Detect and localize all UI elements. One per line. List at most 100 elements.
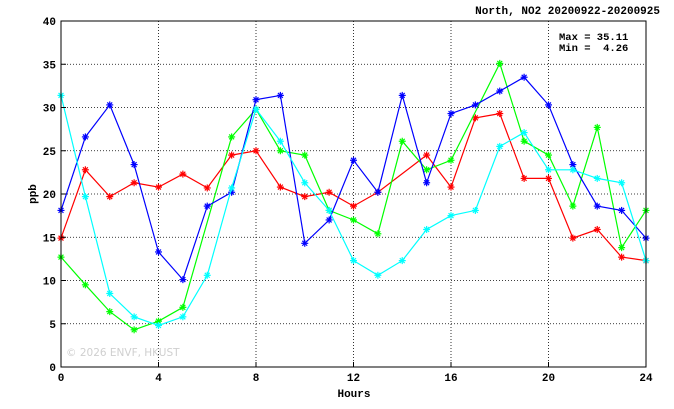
series-2-point [130, 161, 138, 169]
series-0-point [618, 253, 626, 261]
series-1-point [155, 317, 162, 325]
series-3-point [203, 271, 211, 279]
series-3-point [496, 142, 504, 150]
y-tick-label: 20 [43, 190, 56, 202]
series-3-point [228, 184, 236, 192]
series-2-point [471, 101, 479, 109]
series-0-line [60, 112, 647, 262]
series-3-point [325, 206, 333, 214]
series-2-point [569, 161, 577, 169]
series-1-point [276, 147, 284, 155]
y-axis-label: ppb [28, 184, 40, 204]
x-axis-label: Hours [337, 389, 370, 401]
series-2-point [423, 179, 431, 187]
series-1-point [545, 151, 552, 159]
y-tick-label: 30 [43, 104, 56, 116]
y-tick-label: 40 [43, 17, 56, 29]
series-1-point [106, 308, 114, 316]
series-0-point [447, 183, 455, 191]
series-3-point [130, 313, 138, 321]
series-3-point [301, 179, 309, 187]
max-label: Max = 35.11 [559, 32, 628, 44]
series-2-point [350, 156, 357, 164]
y-tick-label: 25 [43, 147, 57, 159]
series-2-point [618, 206, 626, 214]
y-tick-label: 35 [43, 60, 57, 72]
series-1-point [496, 59, 504, 67]
series-0-point [496, 110, 504, 118]
series-2-point [496, 87, 504, 95]
y-tick-label: 10 [43, 277, 56, 289]
series-2-point [325, 216, 333, 224]
chart-title: North, NO2 20200922-20200925 [475, 6, 660, 18]
series-3-point [398, 257, 406, 265]
min-label: Min = 4.26 [559, 43, 628, 55]
series-3-point [471, 206, 479, 214]
series-0-point [106, 193, 114, 201]
series-2-point [81, 133, 89, 141]
series-3-point [569, 166, 577, 174]
series-3-point [155, 321, 162, 329]
x-tick-label: 24 [639, 373, 653, 385]
x-tick-label: 16 [444, 373, 457, 385]
series-1-point [569, 202, 577, 210]
series-2-point [593, 202, 601, 210]
series-3-point [179, 313, 187, 321]
series-2-point [179, 276, 187, 284]
series-0-point [155, 183, 162, 191]
series-0-point [252, 147, 260, 155]
series-0-point [228, 151, 236, 159]
series-1-point [374, 230, 382, 238]
series-3-point [81, 193, 89, 201]
series-0-point [179, 170, 187, 178]
y-tick-label: 5 [49, 320, 56, 332]
series-1-point [618, 244, 626, 252]
series-3-point [252, 105, 260, 113]
series-3-point [276, 137, 284, 145]
series-3-point [447, 212, 455, 220]
series-2-point [545, 101, 552, 109]
series-3-point [350, 257, 357, 265]
series-0-point [569, 234, 577, 242]
series-2-point [447, 110, 455, 118]
series-1-point [593, 123, 601, 131]
series-2-point [374, 188, 382, 196]
x-tick-label: 4 [155, 373, 162, 385]
series-1-point [130, 326, 138, 334]
grid-lines [61, 21, 646, 367]
watermark: © 2026 ENVF, HKUST [66, 347, 180, 359]
series-2-point [276, 91, 284, 99]
series-0-point [325, 188, 333, 196]
series-0-point [203, 184, 211, 192]
series-3-point [423, 225, 431, 233]
series-0-point [350, 202, 357, 210]
series-1-point [447, 156, 455, 164]
series-3-point [593, 174, 601, 182]
series-1-point [301, 151, 309, 159]
series-group [57, 59, 650, 334]
x-tick-label: 8 [253, 373, 260, 385]
series-1-point [398, 137, 406, 145]
series-3-point [520, 129, 528, 137]
series-2-point [155, 248, 162, 256]
axis-ticks: 0 4 8 12 16 20 24 0 5 10 15 20 25 30 35 40 [43, 17, 653, 385]
series-3-point [106, 289, 114, 297]
series-0-point [81, 166, 89, 174]
series-3-point [374, 271, 382, 279]
series-1-point [179, 303, 187, 311]
series-2-point [252, 96, 260, 104]
series-0-point [301, 193, 309, 201]
x-tick-label: 20 [542, 373, 555, 385]
series-2-point [106, 101, 114, 109]
x-tick-label: 12 [347, 373, 360, 385]
x-tick-label: 0 [58, 373, 65, 385]
series-3-point [618, 179, 626, 187]
series-0-point [423, 151, 431, 159]
series-0-point [471, 114, 479, 122]
y-tick-label: 0 [49, 363, 56, 375]
series-1-point [520, 137, 528, 145]
series-1-point [350, 216, 357, 224]
series-0-point [545, 174, 552, 182]
series-3-point [545, 166, 552, 174]
